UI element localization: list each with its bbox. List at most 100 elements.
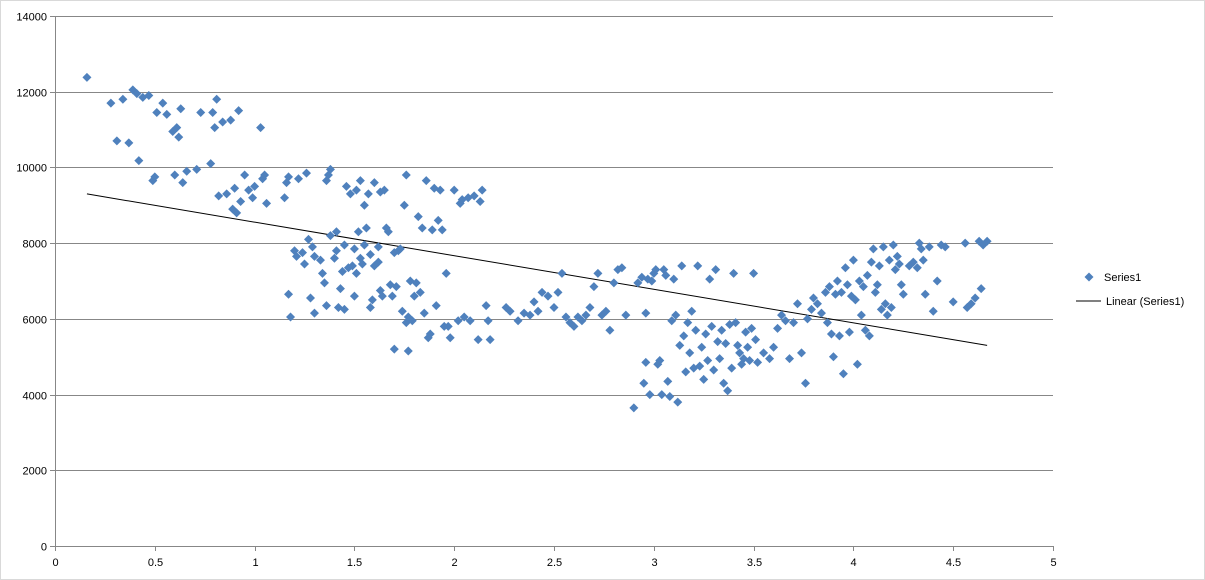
data-point xyxy=(960,238,970,248)
data-point xyxy=(820,287,830,297)
data-point xyxy=(759,348,769,358)
data-point xyxy=(483,316,493,326)
data-point xyxy=(132,89,142,99)
data-point xyxy=(908,257,918,267)
data-point xyxy=(842,280,852,290)
data-point xyxy=(150,172,160,182)
data-point xyxy=(822,318,832,328)
data-point xyxy=(593,268,603,278)
data-point xyxy=(585,303,595,312)
data-point xyxy=(260,170,270,180)
data-point xyxy=(377,291,387,301)
data-point xyxy=(735,348,745,358)
data-point xyxy=(882,310,892,320)
data-point xyxy=(170,170,180,180)
data-point xyxy=(621,310,631,320)
data-point xyxy=(633,278,643,288)
data-point xyxy=(168,126,178,136)
data-point xyxy=(715,354,725,364)
x-tick-label: 0 xyxy=(52,557,58,569)
data-point xyxy=(401,170,411,180)
data-point xyxy=(765,354,775,364)
data-point xyxy=(292,251,302,261)
data-point xyxy=(777,310,787,320)
data-point xyxy=(834,331,844,341)
data-point xyxy=(124,138,134,148)
data-point xyxy=(222,189,232,199)
data-point xyxy=(601,306,611,316)
x-tick-label: 3 xyxy=(651,557,657,569)
data-point xyxy=(828,352,838,362)
data-point xyxy=(691,325,701,335)
data-point xyxy=(727,363,737,373)
data-point xyxy=(82,72,92,82)
data-point xyxy=(505,306,515,316)
data-point xyxy=(645,390,655,400)
data-point xyxy=(677,261,687,271)
data-point xyxy=(445,333,455,343)
data-point xyxy=(226,115,236,125)
data-point xyxy=(661,270,671,280)
data-point xyxy=(421,176,431,186)
data-point xyxy=(589,282,599,292)
data-point xyxy=(232,208,242,218)
data-point xyxy=(858,282,868,292)
gridlines xyxy=(55,16,1053,471)
data-point xyxy=(876,304,886,314)
data-point xyxy=(683,318,693,328)
linear-trendline xyxy=(86,193,988,346)
data-point xyxy=(940,242,950,252)
x-tick-label: 0.5 xyxy=(148,557,163,569)
data-point xyxy=(399,200,409,210)
data-point xyxy=(695,361,705,371)
data-point xyxy=(751,335,761,345)
data-point xyxy=(918,255,928,265)
data-point xyxy=(745,356,755,365)
data-point xyxy=(543,291,553,301)
data-point xyxy=(854,276,864,286)
data-point xyxy=(733,340,743,350)
data-point xyxy=(329,253,339,263)
data-point xyxy=(976,284,986,294)
data-point xyxy=(236,197,246,206)
data-point xyxy=(685,348,695,358)
data-point xyxy=(174,132,184,142)
data-point xyxy=(345,189,355,199)
x-tick-label: 1.5 xyxy=(347,557,362,569)
data-point xyxy=(250,181,260,191)
data-point xyxy=(459,312,469,322)
data-point xyxy=(671,310,681,320)
data-point xyxy=(176,104,186,114)
data-point xyxy=(749,268,759,278)
data-point xyxy=(840,263,850,273)
data-point xyxy=(465,316,475,326)
data-point xyxy=(717,325,727,335)
data-point xyxy=(244,185,254,195)
data-point xyxy=(824,282,834,292)
data-point xyxy=(549,303,559,312)
data-point xyxy=(537,287,547,297)
data-point xyxy=(641,357,651,367)
y-tick-label: 10000 xyxy=(16,163,47,175)
data-point xyxy=(469,191,479,201)
data-point xyxy=(605,325,615,335)
y-axis-tick-labels: 0 2000 4000 6000 8000 10000 12000 14000 xyxy=(16,12,47,554)
data-point xyxy=(303,234,313,244)
data-point xyxy=(806,304,816,314)
data-point xyxy=(144,91,154,100)
data-point xyxy=(886,303,896,312)
data-point xyxy=(387,291,397,301)
data-point xyxy=(793,299,803,309)
data-point xyxy=(651,265,661,275)
data-point xyxy=(747,323,757,333)
data-point xyxy=(894,259,904,269)
data-point xyxy=(248,193,258,203)
data-point xyxy=(417,223,427,233)
data-point xyxy=(112,136,122,146)
data-point xyxy=(309,251,319,261)
data-point xyxy=(134,156,144,166)
data-point xyxy=(920,289,930,299)
data-point xyxy=(162,109,172,119)
data-point xyxy=(561,312,571,322)
